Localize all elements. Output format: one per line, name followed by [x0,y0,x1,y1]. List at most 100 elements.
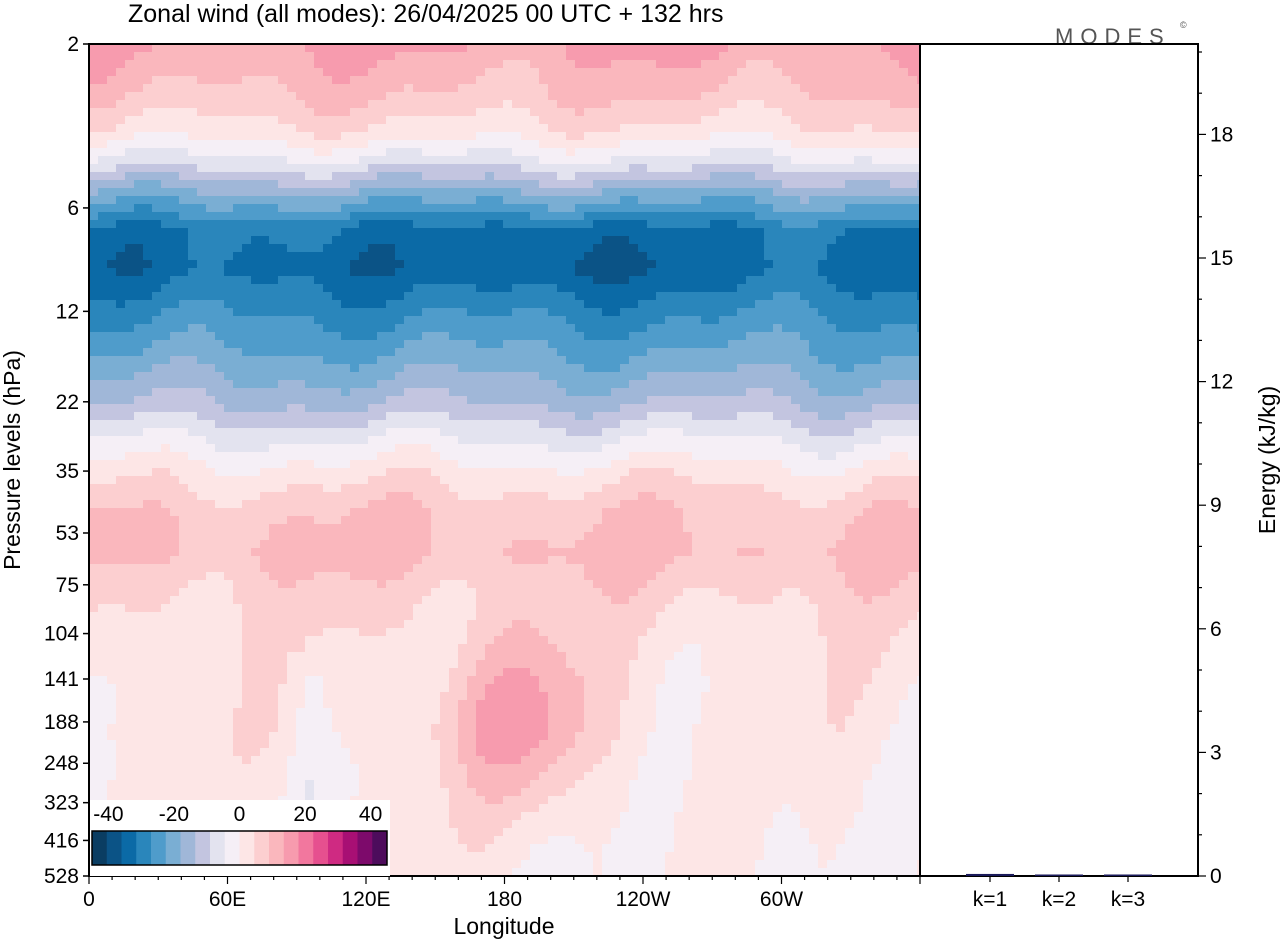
field-cell [521,284,531,293]
field-cell [746,196,756,205]
field-cell [512,356,522,365]
field-cell [863,292,873,301]
field-cell [845,380,855,389]
field-cell [566,308,576,317]
field-cell [503,148,513,157]
field-cell [242,116,252,125]
field-cell [809,308,819,317]
field-cell [773,172,783,181]
field-cell [287,236,297,245]
field-cell [629,284,639,293]
field-cell [665,292,675,301]
field-cell [161,396,171,405]
field-cell [323,84,333,93]
field-cell [206,444,216,453]
field-cell [125,76,135,85]
field-cell [881,380,891,389]
field-cell [674,60,684,69]
field-cell [665,268,675,277]
field-cell [359,356,369,365]
field-cell [287,188,297,197]
field-cell [701,148,711,157]
field-cell [872,300,882,309]
field-cell [899,124,909,133]
field-cell [782,276,792,285]
field-cell [818,236,828,245]
field-cell [224,372,234,381]
field-cell [710,108,720,117]
field-cell [602,340,612,349]
field-cell [341,124,351,133]
field-cell [260,212,270,221]
field-cell [449,228,459,237]
field-cell [413,396,423,405]
field-cell [332,420,342,429]
field-cell [386,236,396,245]
field-cell [575,76,585,85]
field-cell [602,60,612,69]
field-cell [611,180,621,189]
field-cell [647,316,657,325]
field-cell [746,308,756,317]
field-cell [881,220,891,229]
field-cell [188,116,198,125]
field-cell [800,236,810,245]
field-cell [539,308,549,317]
field-cell [296,332,306,341]
field-cell [611,340,621,349]
field-cell [863,124,873,133]
field-cell [755,236,765,245]
field-cell [341,172,351,181]
field-cell [323,316,333,325]
field-cell [512,396,522,405]
field-cell [242,460,252,469]
field-cell [377,332,387,341]
field-cell [566,108,576,117]
field-cell [521,372,531,381]
field-cell [233,156,243,165]
field-cell [359,68,369,77]
field-cell [206,108,216,117]
field-cell [413,452,423,461]
field-cell [827,340,837,349]
field-cell [854,364,864,373]
field-cell [116,388,126,397]
field-cell [404,212,414,221]
field-cell [359,148,369,157]
field-cell [674,132,684,141]
field-cell [548,172,558,181]
field-cell [323,364,333,373]
field-cell [773,180,783,189]
field-cell [728,420,738,429]
field-cell [683,436,693,445]
field-cell [125,340,135,349]
field-cell [386,428,396,437]
field-cell [260,68,270,77]
field-cell [98,180,108,189]
field-cell [314,364,324,373]
field-cell [737,388,747,397]
field-cell [395,108,405,117]
field-cell [728,428,738,437]
field-cell [818,372,828,381]
field-cell [899,92,909,101]
field-cell [485,156,495,165]
field-cell [125,148,135,157]
field-cell [773,76,783,85]
field-cell [107,460,117,469]
field-cell [458,172,468,181]
field-cell [413,244,423,253]
field-cell [575,276,585,285]
field-cell [116,116,126,125]
field-cell [836,348,846,357]
field-cell [233,276,243,285]
field-cell [215,140,225,149]
field-cell [197,156,207,165]
field-cell [575,60,585,69]
field-cell [584,228,594,237]
field-cell [395,188,405,197]
field-cell [89,172,99,181]
field-cell [143,44,153,53]
field-cell [656,364,666,373]
field-cell [512,76,522,85]
